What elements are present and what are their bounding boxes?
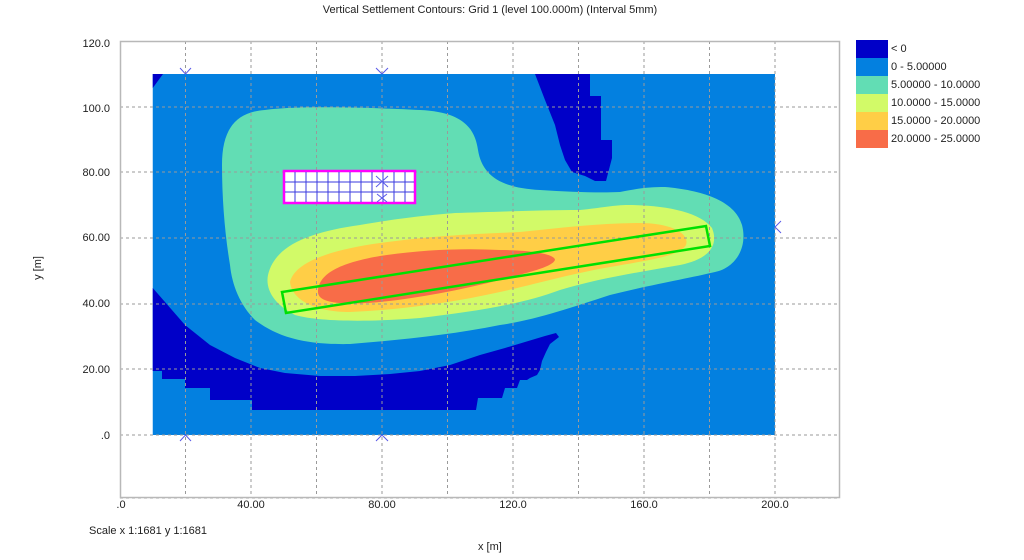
legend-label: < 0 bbox=[891, 43, 907, 55]
x-tick-40: 40.00 bbox=[237, 499, 265, 511]
contour-band-negative-bottom bbox=[152, 288, 559, 410]
legend-label: 15.0000 - 20.0000 bbox=[891, 115, 981, 127]
legend-item-10-15: 10.0000 - 15.0000 bbox=[856, 94, 980, 112]
strip-load-outline bbox=[280, 224, 712, 315]
legend-item-20-25: 20.0000 - 25.0000 bbox=[856, 130, 980, 148]
scale-text: Scale x 1:1681 y 1:1681 bbox=[89, 525, 208, 537]
y-tick-120: 120.0 bbox=[82, 38, 110, 50]
x-tick-200: 200.0 bbox=[761, 499, 789, 511]
y-tick-100: 100.0 bbox=[82, 103, 110, 115]
legend-swatch bbox=[856, 112, 888, 130]
contour-band-negative-topright bbox=[535, 74, 612, 181]
y-tick-60: 60.00 bbox=[82, 232, 110, 244]
legend-label: 20.0000 - 25.0000 bbox=[891, 133, 981, 145]
plot-frame bbox=[119, 40, 841, 499]
legend-swatch bbox=[856, 40, 888, 58]
y-axis-label: y [m] bbox=[31, 256, 44, 280]
x-tick-0: .0 bbox=[116, 499, 126, 511]
legend-item-negative: < 0 bbox=[856, 40, 980, 58]
chart-title: Vertical Settlement Contours: Grid 1 (le… bbox=[322, 4, 658, 16]
contour-band-negative-topleft bbox=[152, 74, 163, 88]
legend-item-0-5: 0 - 5.00000 bbox=[856, 58, 980, 76]
x-tick-160: 160.0 bbox=[630, 499, 658, 511]
legend-item-15-20: 15.0000 - 20.0000 bbox=[856, 112, 980, 130]
x-tick-80: 80.00 bbox=[368, 499, 396, 511]
y-tick-0: .0 bbox=[100, 430, 110, 442]
x-axis-label: x [m] bbox=[478, 541, 502, 553]
legend-swatch bbox=[856, 58, 888, 76]
legend-label: 10.0000 - 15.0000 bbox=[891, 97, 981, 109]
legend-label: 5.00000 - 10.0000 bbox=[891, 79, 981, 91]
point-markers bbox=[179, 67, 782, 442]
y-tick-40: 40.00 bbox=[82, 298, 110, 310]
gridlines bbox=[120, 41, 840, 499]
legend-swatch bbox=[856, 130, 888, 148]
x-tick-120: 120.0 bbox=[499, 499, 527, 511]
legend: < 0 0 - 5.00000 5.00000 - 10.0000 10.000… bbox=[856, 40, 980, 148]
legend-swatch bbox=[856, 94, 888, 112]
grid-box-load bbox=[282, 169, 417, 205]
legend-label: 0 - 5.00000 bbox=[891, 61, 947, 73]
y-tick-20: 20.00 bbox=[82, 364, 110, 376]
legend-item-5-10: 5.00000 - 10.0000 bbox=[856, 76, 980, 94]
contour-band-20-25 bbox=[318, 249, 555, 304]
y-tick-80: 80.00 bbox=[82, 167, 110, 179]
legend-swatch bbox=[856, 76, 888, 94]
